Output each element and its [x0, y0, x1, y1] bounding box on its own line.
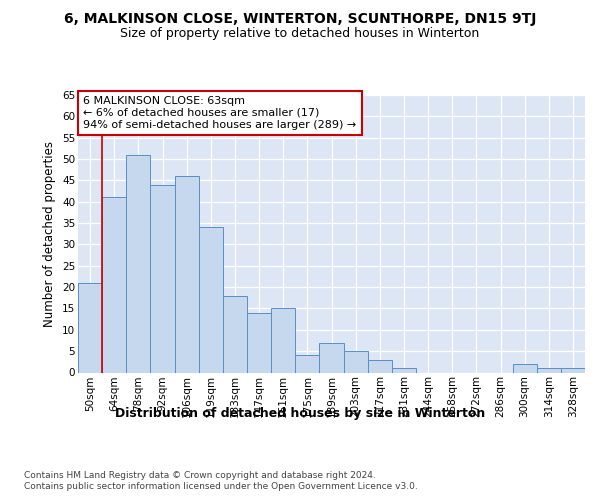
Text: Size of property relative to detached houses in Winterton: Size of property relative to detached ho…: [121, 28, 479, 40]
Text: 6 MALKINSON CLOSE: 63sqm
← 6% of detached houses are smaller (17)
94% of semi-de: 6 MALKINSON CLOSE: 63sqm ← 6% of detache…: [83, 96, 356, 130]
Bar: [271, 308, 295, 372]
Bar: [223, 296, 247, 372]
Bar: [126, 155, 151, 372]
Text: Contains HM Land Registry data © Crown copyright and database right 2024.: Contains HM Land Registry data © Crown c…: [24, 471, 376, 480]
Bar: [295, 356, 319, 372]
Bar: [512, 364, 537, 372]
Text: Contains public sector information licensed under the Open Government Licence v3: Contains public sector information licen…: [24, 482, 418, 491]
Bar: [247, 312, 271, 372]
Bar: [319, 342, 344, 372]
Bar: [561, 368, 585, 372]
Bar: [175, 176, 199, 372]
Bar: [78, 283, 102, 372]
Bar: [368, 360, 392, 372]
Bar: [344, 351, 368, 372]
Bar: [537, 368, 561, 372]
Y-axis label: Number of detached properties: Number of detached properties: [43, 141, 56, 327]
Bar: [151, 184, 175, 372]
Bar: [392, 368, 416, 372]
Bar: [199, 228, 223, 372]
Bar: [102, 198, 126, 372]
Text: Distribution of detached houses by size in Winterton: Distribution of detached houses by size …: [115, 408, 485, 420]
Text: 6, MALKINSON CLOSE, WINTERTON, SCUNTHORPE, DN15 9TJ: 6, MALKINSON CLOSE, WINTERTON, SCUNTHORP…: [64, 12, 536, 26]
